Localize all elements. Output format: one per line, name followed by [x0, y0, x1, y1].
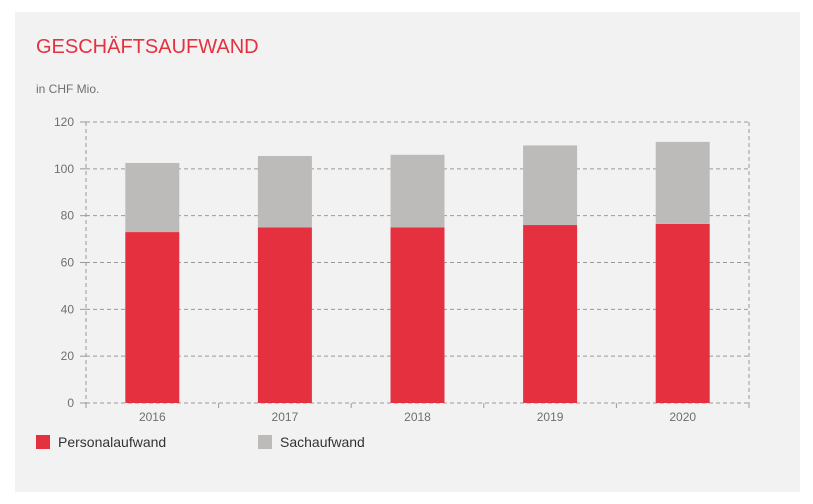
bar-personalaufwand-2019 [523, 225, 578, 403]
bar-sachaufwand-2019 [523, 145, 578, 226]
xtick-label-2019: 2019 [537, 410, 564, 424]
legend-item-sachaufwand: Sachaufwand [258, 431, 365, 453]
legend-label-personalaufwand: Personalaufwand [58, 434, 167, 450]
legend-swatch-sachaufwand [258, 435, 272, 449]
xtick-label-2018: 2018 [404, 410, 431, 424]
ytick-label-40: 40 [61, 302, 75, 316]
xtick-label-2016: 2016 [139, 410, 166, 424]
ytick-label-60: 60 [61, 256, 75, 270]
bar-sachaufwand-2020 [655, 141, 710, 224]
xtick-label-2020: 2020 [669, 410, 696, 424]
bar-personalaufwand-2020 [655, 223, 710, 403]
xtick-label-2017: 2017 [272, 410, 299, 424]
bar-sachaufwand-2016 [125, 162, 180, 233]
legend-swatch-personalaufwand [36, 435, 50, 449]
bar-sachaufwand-2017 [257, 155, 312, 228]
legend-label-sachaufwand: Sachaufwand [280, 434, 365, 450]
ytick-label-120: 120 [54, 115, 74, 129]
legend-item-personalaufwand: Personalaufwand [36, 431, 166, 453]
ytick-label-0: 0 [67, 396, 74, 410]
bar-personalaufwand-2018 [390, 227, 445, 403]
bar-personalaufwand-2016 [125, 232, 180, 403]
bar-sachaufwand-2018 [390, 154, 445, 228]
chart-title: GESCHÄFTSAUFWAND [36, 36, 259, 58]
bar-personalaufwand-2017 [257, 227, 312, 403]
ytick-label-80: 80 [61, 209, 75, 223]
unit-label: in CHF Mio. [36, 82, 100, 96]
ytick-label-100: 100 [54, 162, 74, 176]
ytick-label-20: 20 [61, 349, 75, 363]
